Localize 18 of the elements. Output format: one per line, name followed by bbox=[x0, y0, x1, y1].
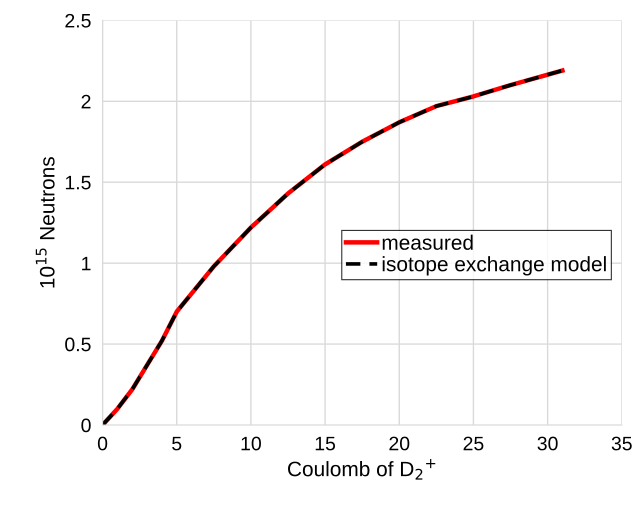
y-tick-label: 1 bbox=[82, 256, 90, 270]
y-tick-label: 0 bbox=[81, 418, 91, 432]
x-tick-label: 5 bbox=[172, 436, 182, 450]
legend-label: measured bbox=[382, 234, 473, 250]
y-axis-title: 10$^{15}$ Neutrons bbox=[36, 157, 55, 288]
x-tick-label: 30 bbox=[538, 436, 558, 450]
x-tick-label: 0 bbox=[98, 436, 108, 450]
legend-label: isotope exchange model bbox=[382, 256, 606, 276]
x-tick-label: 10 bbox=[242, 436, 261, 450]
y-tick-label: 2.5 bbox=[65, 14, 91, 28]
x-tick-label: 35 bbox=[612, 436, 632, 450]
x-tick-label: 20 bbox=[389, 436, 410, 450]
y-tick-label: 0.5 bbox=[65, 338, 91, 352]
x-axis-title: Coulomb of D$_{2}$$^{+}$ bbox=[288, 459, 436, 480]
y-tick-label: 2 bbox=[82, 94, 90, 108]
y-tick-label: 1.5 bbox=[66, 176, 91, 190]
x-tick-label: 15 bbox=[316, 436, 336, 450]
x-tick-label: 25 bbox=[464, 436, 484, 450]
